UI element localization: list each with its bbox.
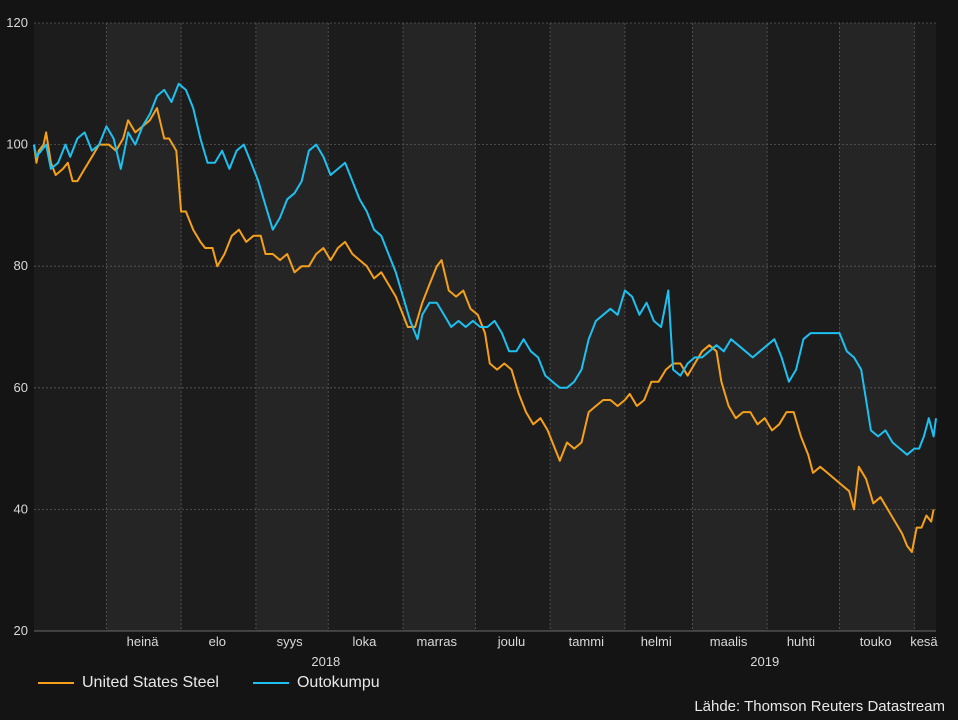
x-axis-ticks: heinä elo syys loka marras joulu tammi helmi maa… [127, 634, 939, 669]
series-line-united-states-steel [33, 107, 935, 553]
y-tick-label: 120 [6, 15, 28, 30]
legend: United States Steel Outokumpu [38, 674, 380, 692]
x-tick-label: marras [417, 634, 458, 649]
x-year-label: 2018 [311, 654, 340, 669]
month-band [550, 23, 625, 631]
x-tick-label: helmi [641, 634, 672, 649]
legend-label-outokumpu: Outokumpu [296, 674, 380, 691]
y-tick-label: 80 [14, 258, 28, 273]
x-tick-label: maalis [710, 634, 748, 649]
month-band [106, 23, 182, 631]
y-tick-label: 60 [14, 380, 28, 395]
legend-swatch-united-states-steel [38, 682, 74, 684]
x-year-label: 2019 [750, 654, 779, 669]
source-note: Lähde: Thomson Reuters Datastream [694, 698, 945, 715]
gridlines [34, 22, 936, 632]
y-tick-label: 20 [14, 623, 28, 638]
series-line-outokumpu [33, 82, 937, 456]
month-band [839, 23, 915, 631]
x-tick-label: touko [860, 634, 892, 649]
month-band [255, 23, 329, 631]
legend-item-united-states-steel: United States Steel [38, 674, 219, 692]
x-tick-label: huhti [787, 634, 815, 649]
x-tick-label: tammi [569, 634, 605, 649]
month-band [692, 23, 768, 631]
x-tick-label: kesä [910, 634, 938, 649]
legend-label-united-states-steel: United States Steel [82, 674, 219, 691]
x-tick-label: joulu [497, 634, 525, 649]
month-bands [106, 23, 915, 631]
x-tick-label: elo [209, 634, 226, 649]
x-tick-label: loka [352, 634, 377, 649]
y-tick-label: 40 [14, 501, 28, 516]
x-tick-label: syys [277, 634, 304, 649]
legend-swatch-outokumpu [252, 682, 289, 684]
y-axis-ticks: 20 40 60 80 100 120 [6, 15, 28, 638]
x-tick-label: heinä [127, 634, 160, 649]
legend-item-outokumpu: Outokumpu [252, 674, 380, 692]
y-tick-label: 100 [6, 137, 28, 152]
series-lines [33, 82, 937, 553]
